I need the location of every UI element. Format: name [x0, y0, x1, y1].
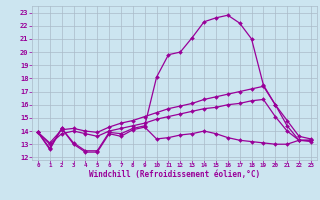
X-axis label: Windchill (Refroidissement éolien,°C): Windchill (Refroidissement éolien,°C): [89, 170, 260, 179]
